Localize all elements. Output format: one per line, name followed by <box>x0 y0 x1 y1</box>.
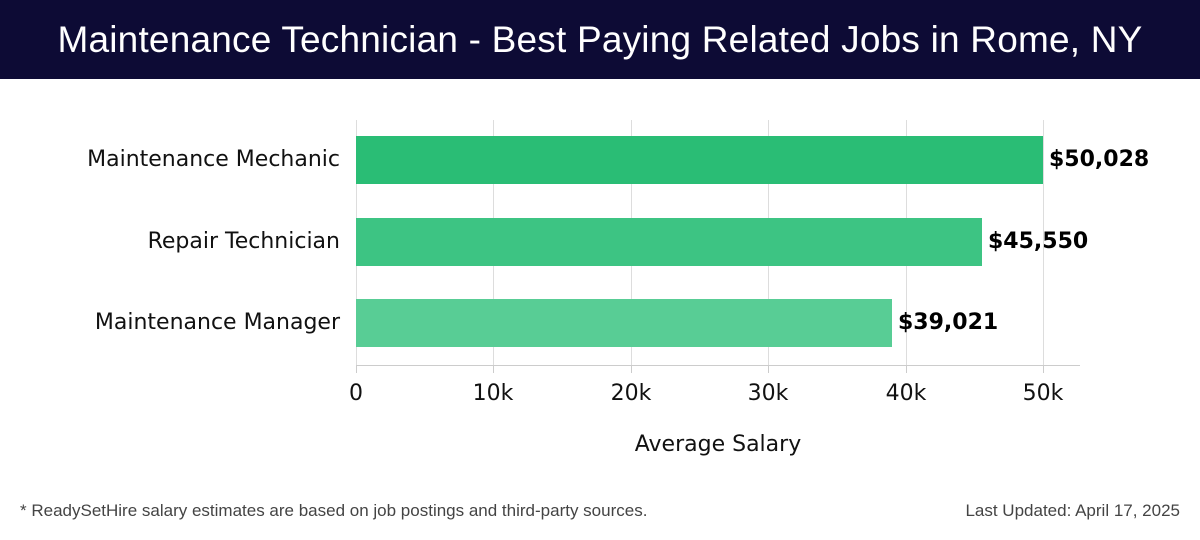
footer-note: * ReadySetHire salary estimates are base… <box>20 501 648 520</box>
x-tick-label: 10k <box>472 381 514 406</box>
bar <box>356 218 982 266</box>
plot-area: $50,028 $45,550 $39,021 <box>356 120 1149 373</box>
x-tick-label: 0 <box>349 381 363 406</box>
x-axis-label: Average Salary <box>634 432 802 457</box>
bar-value-label: $45,550 <box>988 229 1089 254</box>
x-tick <box>356 365 357 373</box>
x-tick <box>493 365 494 373</box>
x-axis-line <box>356 365 1080 366</box>
bar-value-label: $39,021 <box>898 310 999 335</box>
x-tick-label: 20k <box>610 381 652 406</box>
x-tick-label: 50k <box>1022 381 1064 406</box>
category-label: Maintenance Mechanic <box>87 147 340 172</box>
x-tick <box>631 365 632 373</box>
category-label: Repair Technician <box>147 229 340 254</box>
x-tick <box>906 365 907 373</box>
bar-value-label: $50,028 <box>1049 147 1150 172</box>
bar <box>356 299 892 347</box>
last-updated: Last Updated: April 17, 2025 <box>965 501 1180 520</box>
chart-title: Maintenance Technician - Best Paying Rel… <box>57 18 1143 60</box>
x-tick <box>768 365 769 373</box>
x-tick <box>1043 365 1044 373</box>
category-label: Maintenance Manager <box>94 310 340 335</box>
x-tick-label: 40k <box>885 381 927 406</box>
x-tick-label: 30k <box>747 381 789 406</box>
gridline <box>1043 120 1044 365</box>
bar <box>356 136 1043 184</box>
chart-header: Maintenance Technician - Best Paying Rel… <box>0 0 1200 79</box>
